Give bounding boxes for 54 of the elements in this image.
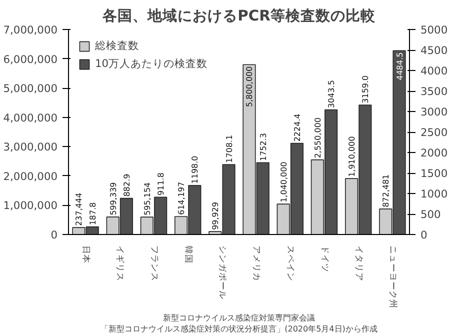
legend-label: 10万人あたりの検査数 (95, 57, 208, 71)
x-tick-label: ドイツ (319, 246, 330, 272)
y-tick-label: 2,000,000 (3, 170, 58, 183)
data-label: 187.8 (88, 202, 98, 226)
x-tick-label: 韓国 (182, 246, 194, 264)
data-label: 595,154 (142, 182, 152, 216)
x-tick-label: アメリカ (251, 246, 262, 282)
y2-tick-label: 5000 (420, 24, 448, 36)
data-label: 2,550,000 (313, 117, 322, 158)
data-label: 1,040,000 (279, 162, 288, 202)
x-tick-label: スペイン (285, 246, 296, 282)
data-label: 1198.0 (190, 156, 200, 184)
x-tick-label: シンガポール (216, 246, 227, 300)
data-label: 3159.0 (361, 75, 370, 104)
data-label: 99,929 (211, 202, 220, 230)
x-tick-label: 日本 (80, 246, 92, 264)
x-tick-label: ニューヨーク州 (387, 246, 398, 308)
y2-tick-label: 4000 (420, 64, 448, 78)
x-tick-label: イギリス (114, 246, 126, 282)
x-tick-label: フランス (148, 246, 159, 282)
y2-tick-label: 0 (420, 228, 428, 242)
data-label: 1708.1 (224, 134, 234, 163)
y-tick-label: 3,000,000 (3, 140, 58, 154)
y-tick-label: 0 (50, 228, 58, 242)
y-tick-label: 6,000,000 (3, 52, 58, 66)
text: 新型コロナウイルス感染症対策専門家会議 (163, 314, 315, 322)
data-label: 237,444 (74, 192, 84, 226)
y-tick-label: 4,000,000 (3, 111, 58, 124)
y-tick-label: 5,000,000 (3, 82, 58, 96)
data-label: 872,481 (382, 174, 391, 208)
y2-tick-label: 1000 (420, 188, 448, 200)
y2-tick-label: 3000 (420, 106, 448, 118)
data-label: 2224.4 (292, 114, 302, 142)
y2-tick-label: 2000 (420, 146, 448, 160)
data-label: 4484.5 (395, 52, 404, 80)
x-tick-label: イタリア (353, 246, 364, 282)
data-label: 614,197 (177, 182, 186, 215)
data-label: 3043.5 (327, 80, 336, 108)
y2-tick-label: 2500 (420, 126, 448, 139)
y2-tick-label: 3500 (420, 85, 448, 98)
data-label: 1752.3 (258, 133, 268, 162)
y-tick-label: 1,000,000 (3, 199, 58, 212)
data-label: 5,800,000 (245, 66, 254, 107)
data-label: 911.8 (156, 172, 166, 196)
data-label: 1,910,000 (348, 136, 357, 177)
chart-title: 各国、地域におけるPCR等検査数の比較 (102, 8, 376, 24)
y2-tick-label: 4500 (420, 44, 448, 57)
text: 「新型コロナウイルス感染症対策の状況分析提言」(2020年5月4日)から作成 (100, 324, 378, 333)
y2-tick-label: 500 (420, 208, 442, 221)
y2-tick-label: 1500 (420, 167, 448, 180)
data-label: 882.9 (122, 174, 132, 197)
y-tick-label: 7,000,000 (3, 24, 58, 36)
legend-label: 総検査数 (95, 39, 139, 53)
data-label: 599,339 (108, 182, 118, 216)
